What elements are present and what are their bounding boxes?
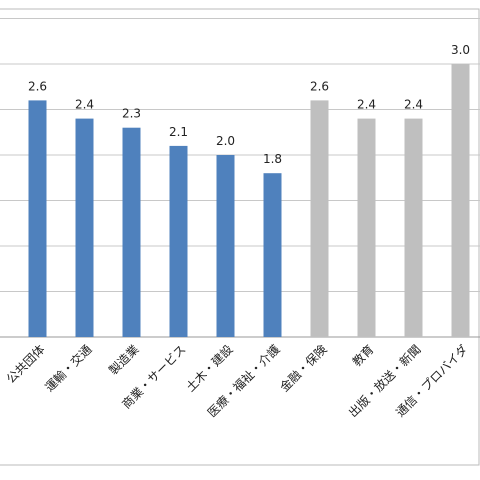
data-label: 2.0 — [216, 134, 235, 148]
data-label: 2.4 — [404, 98, 423, 112]
x-tick-label: 金融・保険 — [277, 342, 330, 395]
bar — [75, 118, 94, 337]
bar — [216, 155, 235, 337]
chart-border — [0, 8, 480, 466]
data-label: 2.6 — [28, 79, 47, 93]
data-label: 1.8 — [263, 152, 282, 166]
data-label: 2.6 — [310, 79, 329, 93]
data-label: 2.1 — [169, 125, 188, 139]
bar — [122, 127, 141, 337]
data-label: 2.3 — [122, 107, 141, 121]
x-tick-label: 製造業 — [106, 342, 141, 377]
bar — [310, 100, 329, 338]
x-tick-label: 運輸・交通 — [42, 342, 95, 395]
bar — [404, 118, 423, 337]
bar — [357, 118, 376, 337]
x-tick-label: 教育 — [349, 342, 377, 370]
bar — [263, 173, 282, 337]
bar — [451, 64, 470, 337]
bar — [169, 145, 188, 337]
bar — [28, 100, 47, 338]
x-tick-label: 公共団体 — [4, 342, 48, 386]
data-label: 3.0 — [451, 43, 470, 57]
data-label: 2.4 — [357, 98, 376, 112]
data-label: 2.4 — [75, 98, 94, 112]
